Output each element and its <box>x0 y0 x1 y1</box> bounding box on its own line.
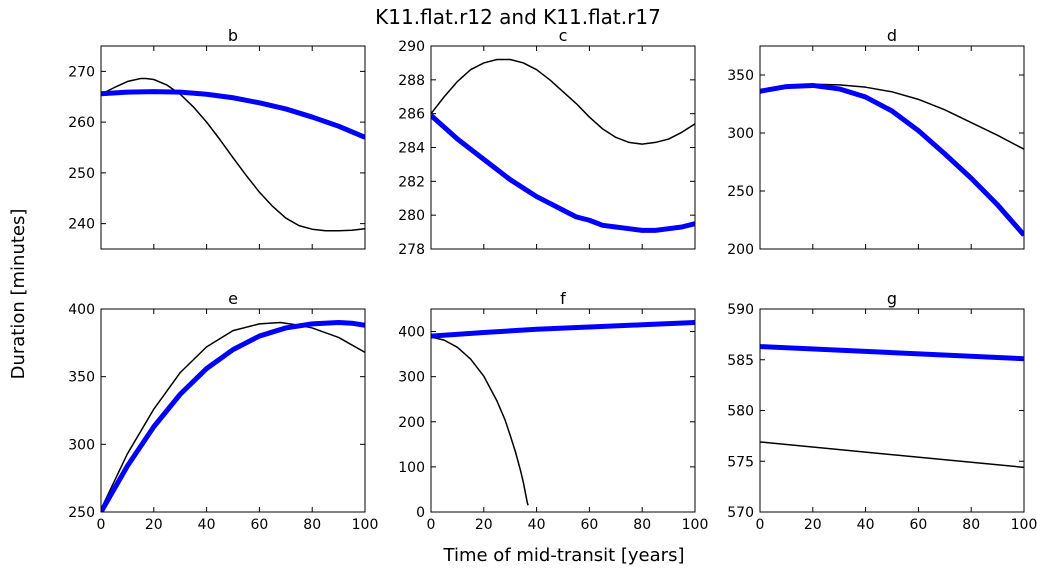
plot-frame-b <box>100 45 366 250</box>
x-tick-label-f: 20 <box>475 517 493 533</box>
y-tick-label-d: 200 <box>727 242 754 258</box>
x-tick-label-g: 80 <box>962 517 980 533</box>
x-tick-label-f: 60 <box>580 517 598 533</box>
y-tick-label-f: 400 <box>398 325 425 341</box>
y-tick-label-e: 250 <box>68 505 95 521</box>
x-tick-label-e: 40 <box>198 517 216 533</box>
series-black-line-f <box>431 336 529 506</box>
subplot-title-f: f <box>560 289 566 308</box>
x-tick-label-e: 100 <box>352 517 379 533</box>
subplot-d: d 200 250 300 350 <box>727 26 1025 258</box>
plot-frame-f <box>430 308 696 513</box>
subplot-grid: b240250260270c278280282284286288290d2002… <box>68 26 1037 533</box>
subplot-title-g: g <box>887 289 897 308</box>
plot-frame-e <box>100 308 366 513</box>
y-tick-label-c: 280 <box>398 208 425 224</box>
x-tick-label-g: 60 <box>909 517 927 533</box>
series-blue-line-b <box>101 89 365 140</box>
series-black-line-d <box>760 83 1024 150</box>
series-black-line-e <box>101 321 365 510</box>
series-black-line-b <box>101 77 365 232</box>
y-tick-label-f: 0 <box>416 505 425 521</box>
y-tick-label-d: 300 <box>727 126 754 142</box>
series-blue-line-g <box>760 344 1024 362</box>
y-tick-label-g: 585 <box>727 353 754 369</box>
subplot-g: g 570 575 580 585 590 0 20 40 60 80 100 <box>727 289 1037 533</box>
y-tick-label-g: 580 <box>727 404 754 420</box>
figure-title: K11.flat.r12 and K11.flat.r17 <box>375 5 661 29</box>
y-tick-label-d: 250 <box>727 184 754 200</box>
subplot-title-d: d <box>887 26 897 45</box>
series-blue-line-c <box>431 113 695 233</box>
y-tick-label-c: 290 <box>398 39 425 55</box>
x-tick-label-f: 100 <box>682 517 709 533</box>
subplot-c: c 278 280 282 284 286 288 290 <box>398 26 696 258</box>
x-axis-label: Time of mid-transit [years] <box>443 545 685 566</box>
subplot-title-b: b <box>228 26 238 45</box>
y-tick-label-b: 270 <box>68 64 95 80</box>
y-tick-label-g: 575 <box>727 454 754 470</box>
y-tick-label-e: 350 <box>68 370 95 386</box>
y-tick-label-b: 240 <box>68 217 95 233</box>
x-tick-label-g: 40 <box>857 517 875 533</box>
y-tick-label-e: 400 <box>68 302 95 318</box>
x-tick-label-e: 20 <box>145 517 163 533</box>
y-tick-label-f: 100 <box>398 460 425 476</box>
y-tick-label-b: 250 <box>68 166 95 182</box>
x-tick-label-f: 0 <box>427 517 436 533</box>
y-tick-label-c: 288 <box>398 73 425 89</box>
y-tick-label-c: 278 <box>398 242 425 258</box>
x-tick-label-g: 20 <box>804 517 822 533</box>
series-blue-line-f <box>431 320 695 339</box>
y-tick-label-c: 286 <box>398 107 425 123</box>
plot-frame-g <box>759 308 1025 513</box>
series-black-line-c <box>431 58 695 145</box>
x-tick-label-e: 60 <box>250 517 268 533</box>
y-tick-label-b: 260 <box>68 115 95 131</box>
series-black-line-g <box>760 441 1024 469</box>
y-tick-label-f: 200 <box>398 415 425 431</box>
y-tick-label-g: 590 <box>727 302 754 318</box>
x-tick-label-f: 80 <box>633 517 651 533</box>
y-tick-label-c: 284 <box>398 141 425 157</box>
subplot-f: f 0 100 200 300 400 0 20 40 60 80 100 <box>398 289 708 533</box>
y-tick-label-c: 282 <box>398 174 425 190</box>
x-tick-label-g: 100 <box>1011 517 1037 533</box>
plot-frame-d <box>759 45 1025 250</box>
subplot-title-c: c <box>559 26 568 45</box>
x-tick-label-f: 40 <box>528 517 546 533</box>
x-tick-label-g: 0 <box>756 517 765 533</box>
y-tick-label-d: 350 <box>727 68 754 84</box>
y-axis-label: Duration [minutes] <box>8 209 29 380</box>
x-tick-label-e: 0 <box>97 517 106 533</box>
series-blue-line-e <box>101 320 365 512</box>
x-tick-label-e: 80 <box>303 517 321 533</box>
subplot-title-e: e <box>228 289 238 308</box>
y-tick-label-g: 570 <box>727 505 754 521</box>
subplot-b: b 240 250 260 270 <box>68 26 366 250</box>
subplot-e: e 250 300 350 400 0 20 40 60 80 100 <box>68 289 378 533</box>
y-tick-label-f: 300 <box>398 370 425 386</box>
y-tick-label-e: 300 <box>68 437 95 453</box>
series-blue-line-d <box>760 82 1024 237</box>
